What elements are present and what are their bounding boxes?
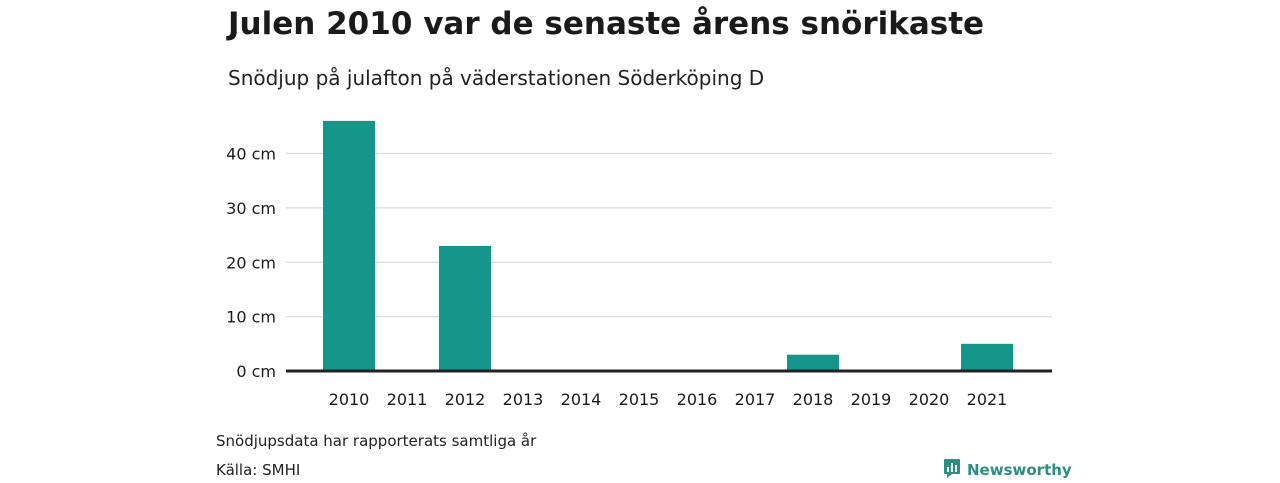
bar — [961, 343, 1013, 371]
x-tick-label: 2019 — [851, 390, 892, 409]
bar — [787, 354, 839, 371]
x-tick-label: 2012 — [445, 390, 486, 409]
y-tick-label: 30 cm — [226, 199, 276, 218]
brand-logo: Newsworthy — [943, 457, 1072, 483]
y-tick-label: 0 cm — [236, 362, 276, 381]
chart-subtitle: Snödjup på julafton på väderstationen Sö… — [228, 66, 765, 90]
x-tick-label: 2017 — [735, 390, 776, 409]
y-tick-label: 40 cm — [226, 145, 276, 164]
bar — [439, 245, 491, 371]
y-tick-label: 20 cm — [226, 253, 276, 272]
data-note: Snödjupsdata har rapporterats samtliga å… — [216, 432, 537, 450]
x-tick-label: 2015 — [619, 390, 660, 409]
x-tick-label: 2013 — [503, 390, 544, 409]
chart-title: Julen 2010 var de senaste årens snörikas… — [228, 6, 985, 42]
brand-name: Newsworthy — [967, 461, 1072, 479]
bar-chart: 0 cm 10 cm 20 cm 30 cm 40 cm 2010 2011 2012 2013… — [226, 120, 1052, 409]
x-tick-label: 2018 — [793, 390, 834, 409]
x-tick-label: 2016 — [677, 390, 718, 409]
x-tick-label: 2011 — [387, 390, 428, 409]
y-tick-label: 10 cm — [226, 308, 276, 327]
source-note: Källa: SMHI — [216, 461, 301, 479]
x-tick-label: 2021 — [967, 390, 1008, 409]
newsworthy-logo-icon — [943, 457, 961, 483]
bar — [323, 120, 375, 371]
x-tick-label: 2014 — [561, 390, 602, 409]
x-tick-label: 2020 — [909, 390, 950, 409]
x-tick-label: 2010 — [329, 390, 370, 409]
